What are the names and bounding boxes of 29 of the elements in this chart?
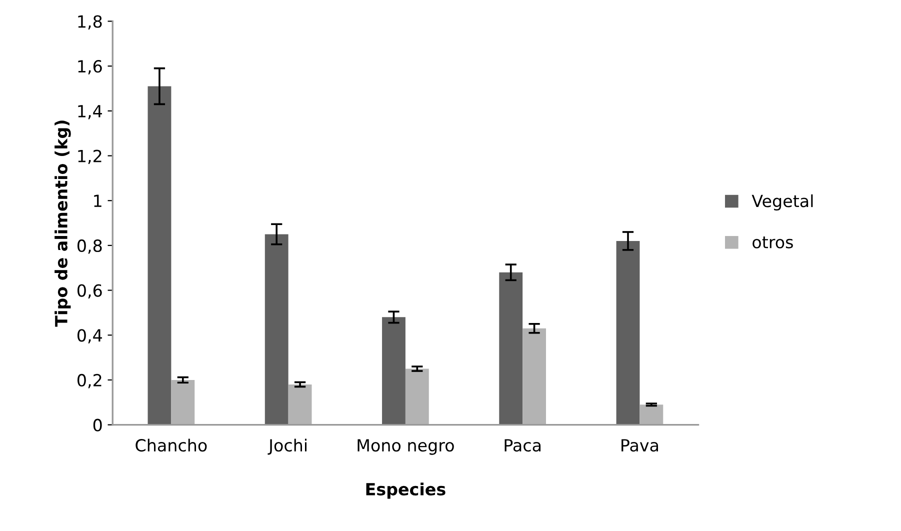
x-tick-label: Chancho (136, 438, 207, 452)
y-tick-label: 0,6 (77, 284, 102, 299)
x-tick-label: Jochi (268, 438, 306, 455)
bar (382, 317, 406, 425)
bar (148, 86, 172, 425)
y-tick-label: 1 (94, 194, 102, 207)
y-tick-label: 1,2 (78, 150, 102, 164)
bar (264, 234, 288, 425)
bar (499, 272, 523, 425)
legend-label: otros (752, 236, 793, 248)
y-tick-label: 0,2 (77, 374, 102, 388)
y-tick-label: 0 (93, 418, 102, 432)
y-tick-label: 1,6 (78, 60, 102, 74)
x-tick-label: Mono negro (358, 439, 454, 455)
y-tick-label: 1,8 (78, 15, 102, 30)
bar (405, 368, 429, 425)
x-tick-label: Pava (622, 439, 658, 452)
bar (288, 384, 312, 425)
y-tick-label: 1,4 (78, 105, 102, 120)
bar (616, 240, 640, 425)
x-axis-title: Especies (366, 482, 446, 499)
x-tick-label: Paca (504, 439, 541, 452)
bar (171, 380, 195, 425)
y-tick-label: 0,8 (77, 239, 102, 254)
bar (640, 404, 664, 425)
y-tick-label: 0,4 (77, 329, 102, 344)
y-axis-title: Tipo de alimentio (kg) (54, 120, 71, 327)
legend-label: Vegetal (752, 194, 813, 211)
bar (522, 328, 546, 425)
